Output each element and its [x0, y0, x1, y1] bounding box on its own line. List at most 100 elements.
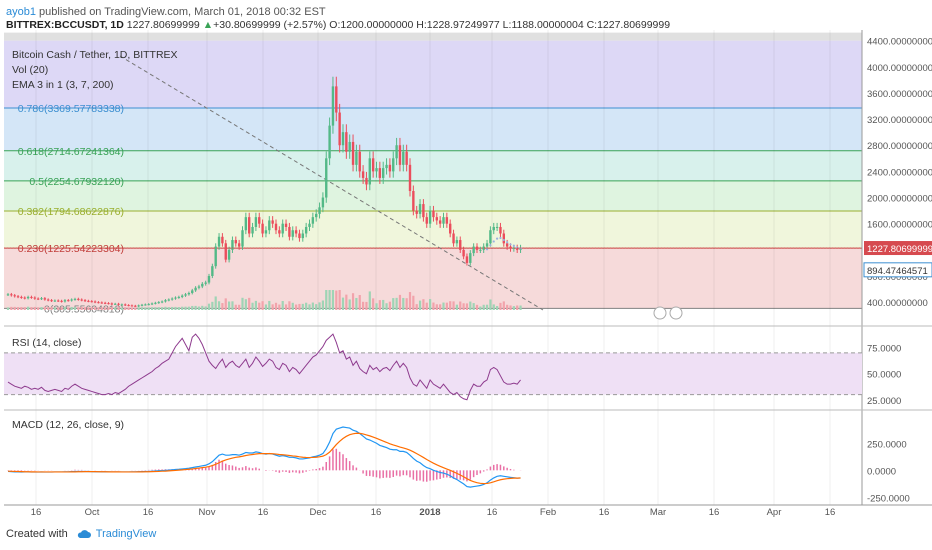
- volume-bar: [482, 304, 485, 310]
- fib-band: [4, 107, 862, 151]
- volume-bar: [301, 303, 304, 310]
- volume-bar: [117, 307, 120, 310]
- time-tick-label: 16: [487, 507, 498, 518]
- volume-bar: [258, 302, 261, 310]
- candle-body: [438, 220, 442, 224]
- candle-body: [170, 298, 174, 300]
- price-tick-label: 2400.00000000: [867, 167, 932, 178]
- volume-bar: [315, 304, 318, 310]
- candle-body: [217, 236, 221, 247]
- candle-body: [321, 197, 325, 208]
- volume-bar: [144, 307, 147, 310]
- candle-body: [221, 236, 224, 244]
- rsi-band: [4, 352, 862, 395]
- candle-body: [281, 223, 284, 234]
- volume-bar: [27, 306, 30, 310]
- candle-body: [80, 299, 83, 301]
- candle-body: [110, 303, 114, 305]
- price-legend-title: Bitcoin Cash / Tether, 1D, BITTREX: [12, 49, 178, 61]
- candle-body: [449, 223, 452, 234]
- volume-bar: [489, 299, 492, 310]
- volume-bar: [516, 305, 519, 310]
- volume-bar: [291, 302, 294, 310]
- volume-bar: [70, 306, 73, 310]
- volume-bar: [60, 307, 63, 310]
- volume-bar: [80, 307, 83, 310]
- time-tick-label: 16: [143, 507, 154, 518]
- ema-dot: [496, 237, 499, 240]
- volume-bar: [254, 300, 257, 310]
- volume-bar: [120, 307, 123, 310]
- price-tick-label: 3600.00000000: [867, 89, 932, 100]
- candle-body: [13, 295, 16, 297]
- volume-bar: [150, 307, 154, 310]
- volume-bar: [445, 302, 448, 310]
- candle-body: [472, 246, 475, 254]
- fib-level-label: 0.382(1794.68622876): [18, 206, 124, 218]
- volume-bar: [325, 290, 328, 310]
- candle-body: [157, 302, 160, 304]
- volume-bar: [418, 300, 422, 310]
- volume-bar: [472, 303, 475, 310]
- volume-bar: [197, 306, 201, 310]
- macd-legend: MACD (12, 26, close, 9): [12, 419, 124, 431]
- author-link[interactable]: ayob1: [6, 6, 36, 18]
- candle-body: [288, 226, 291, 237]
- volume-bar: [469, 301, 472, 310]
- candle-body: [248, 217, 251, 234]
- candle-body: [455, 240, 459, 244]
- volume-bar: [10, 306, 13, 310]
- volume-bar: [164, 306, 167, 310]
- candle-body: [57, 300, 60, 302]
- chart-canvas[interactable]: 0.786(3369.57783338) 0.618(2714.67241364)…: [0, 0, 932, 525]
- candle-body: [197, 286, 201, 288]
- volume-bar: [519, 305, 522, 310]
- candle-body: [16, 296, 20, 298]
- volume-bar: [224, 298, 227, 310]
- volume-bar: [284, 304, 288, 310]
- time-tick-label: 16: [371, 507, 382, 518]
- time-tick-label: 16: [825, 507, 836, 518]
- candle-body: [244, 217, 248, 231]
- publish-info: ayob1 published on TradingView.com, Marc…: [6, 6, 326, 18]
- candle-body: [264, 230, 268, 234]
- volume-bar: [442, 302, 445, 310]
- candle-body: [509, 246, 512, 249]
- volume-bar: [16, 307, 20, 310]
- candle-body: [402, 151, 405, 165]
- tradingview-link[interactable]: TradingView: [95, 528, 157, 540]
- candle-body: [124, 304, 127, 306]
- candle-body: [351, 141, 355, 165]
- volume-bar: [305, 302, 308, 310]
- volume-bar: [100, 307, 103, 310]
- price-tick-label: 800.00000000: [867, 272, 928, 283]
- volume-bar: [422, 299, 425, 310]
- tradingview-cloud-icon: [77, 530, 91, 538]
- volume-bar: [194, 305, 197, 310]
- candle-body: [422, 204, 425, 218]
- volume-bar: [130, 307, 134, 310]
- price-tick-label: 2000.00000000: [867, 194, 932, 205]
- volume-bar: [87, 307, 90, 310]
- candle-body: [187, 293, 191, 295]
- volume-bar: [238, 304, 241, 310]
- candle-body: [452, 233, 455, 244]
- candle-body: [237, 243, 241, 247]
- volume-bar: [432, 302, 435, 310]
- candle-body: [408, 164, 412, 191]
- candle-body: [107, 303, 110, 305]
- volume-bar: [385, 303, 388, 310]
- candle-body: [371, 158, 375, 172]
- fib-band: [4, 40, 862, 108]
- symbol-bar: BITTREX:BCCUSDT, 1D 1227.80699999 ▲+30.8…: [6, 19, 670, 31]
- candle-body: [100, 302, 103, 304]
- candle-body: [355, 151, 358, 165]
- volume-bar: [204, 306, 207, 310]
- time-tick-label: 16: [31, 507, 42, 518]
- volume-bar: [40, 307, 43, 310]
- candle-body: [77, 298, 80, 300]
- volume-bar: [382, 299, 385, 310]
- volume-bar: [157, 307, 160, 310]
- volume-bar: [398, 294, 402, 310]
- volume-bar: [174, 306, 177, 310]
